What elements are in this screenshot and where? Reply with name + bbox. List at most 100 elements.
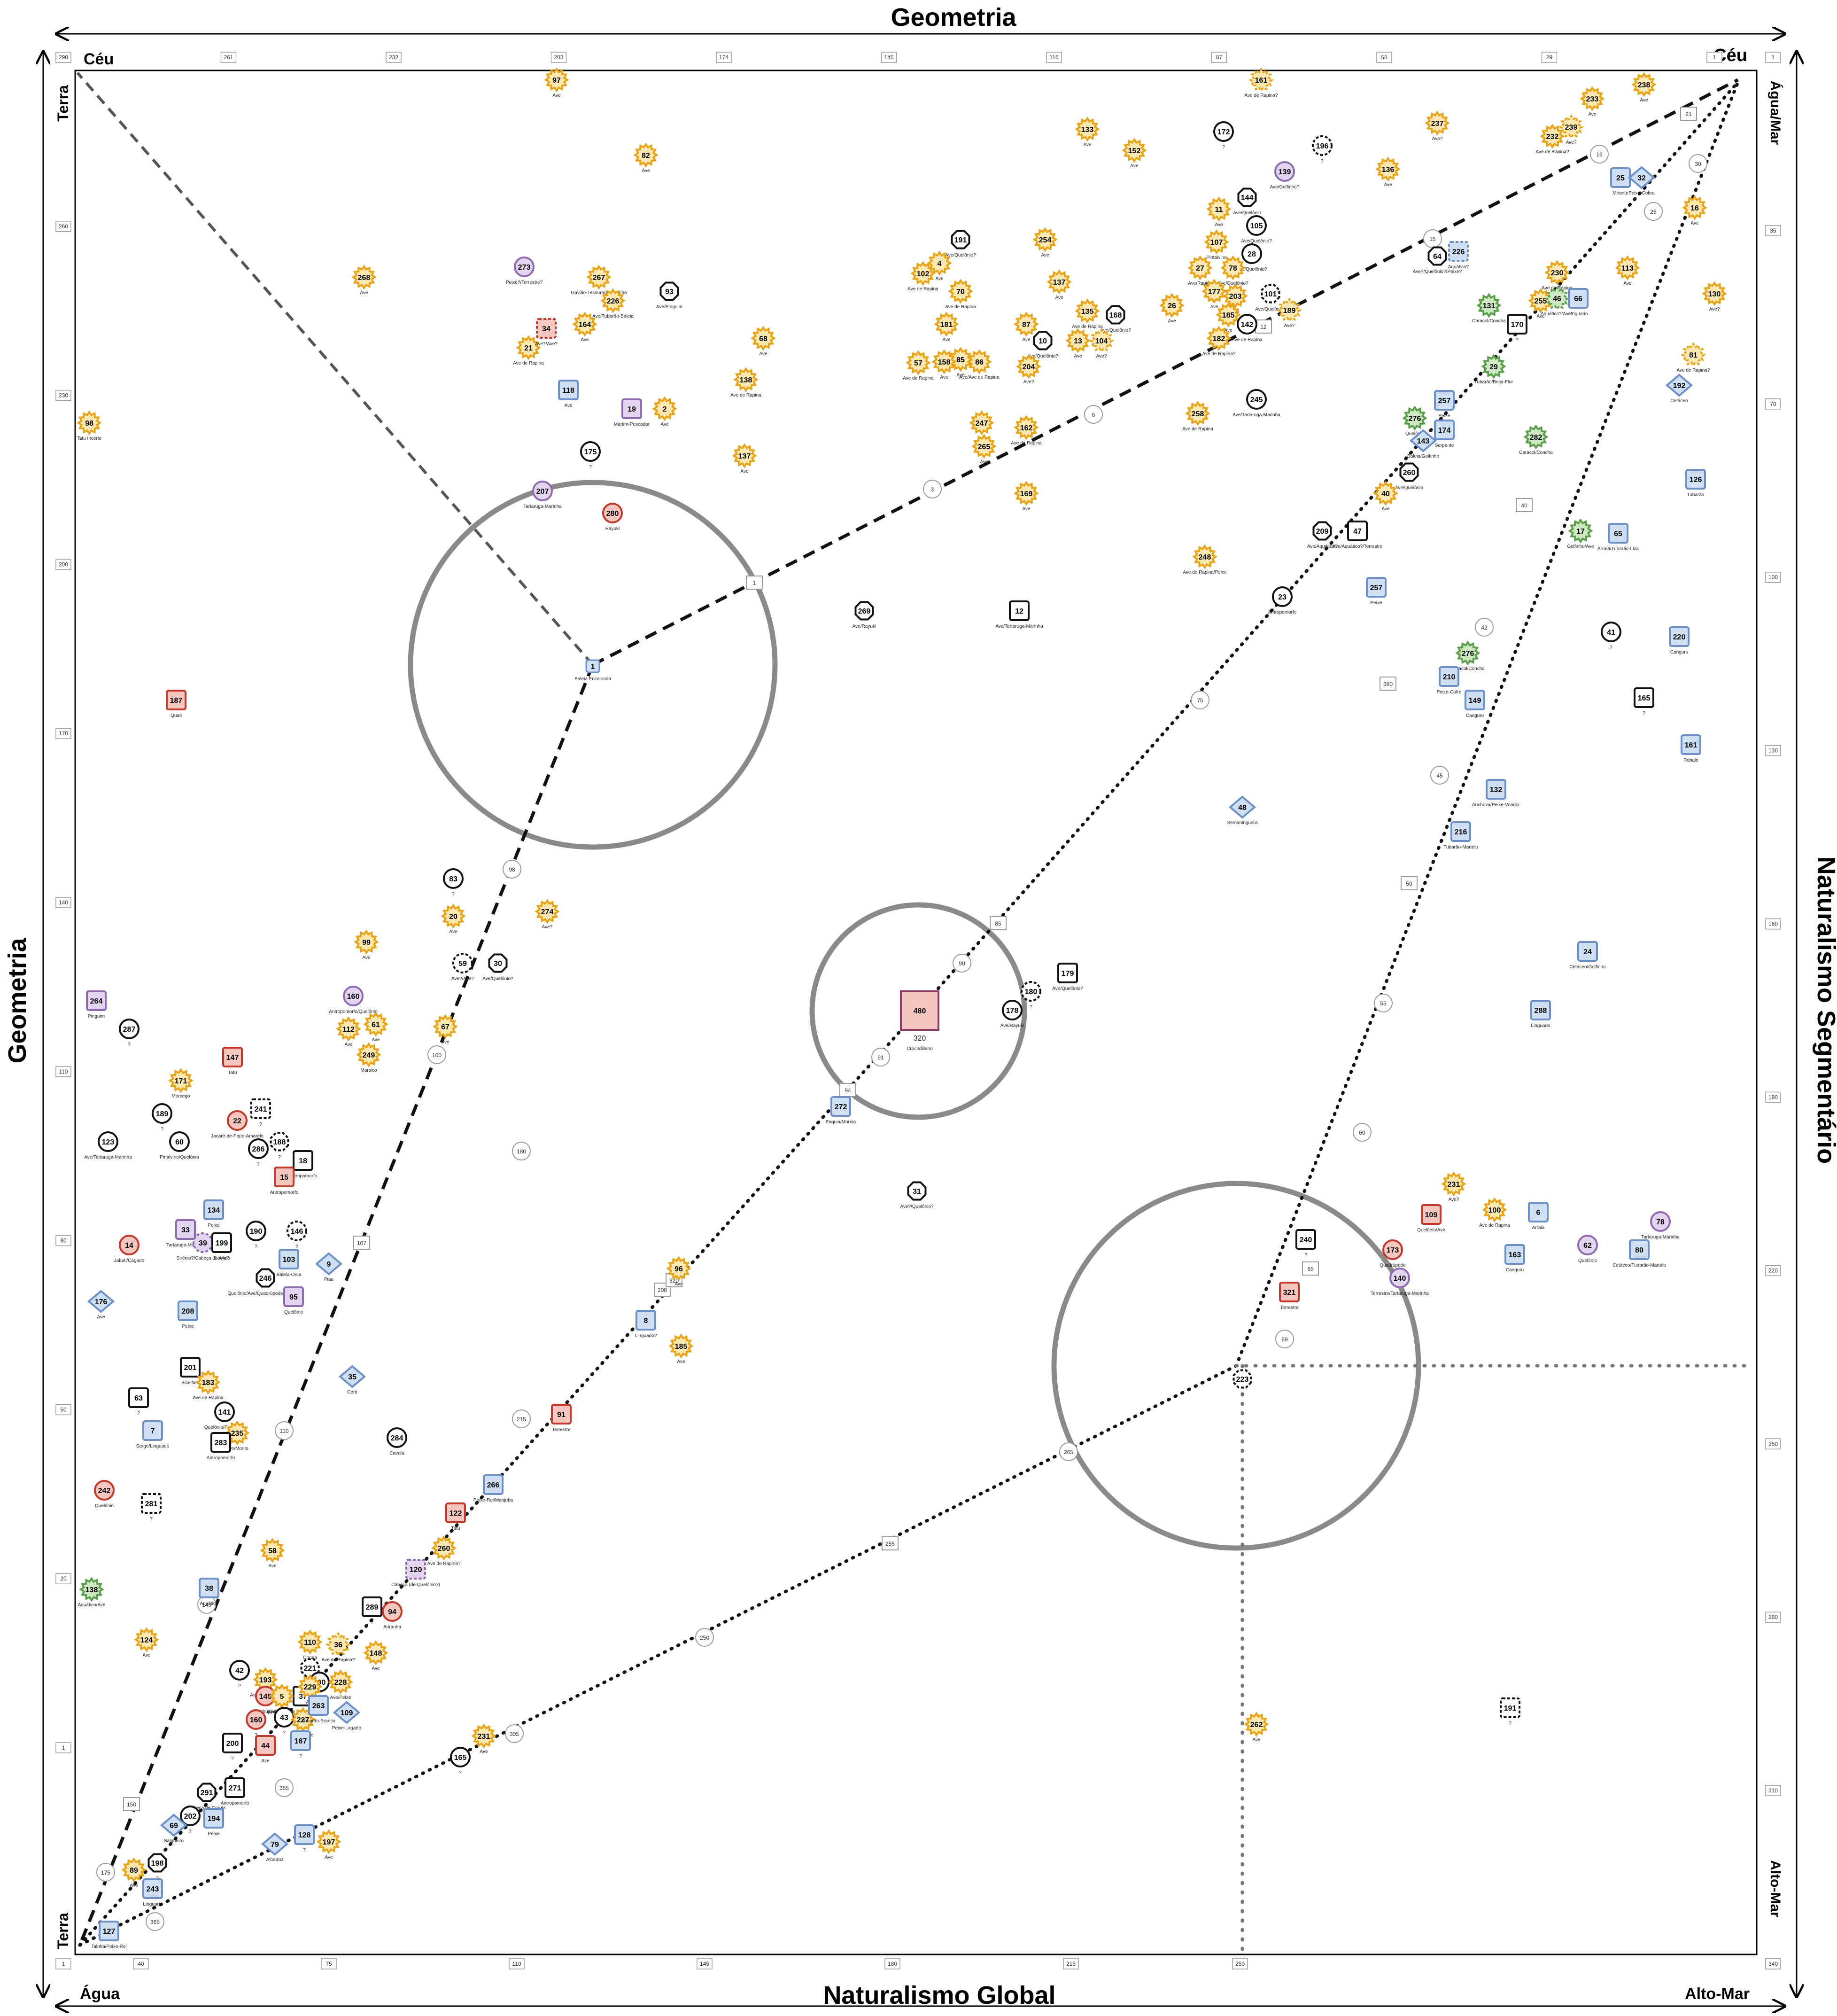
artifact-node[interactable]: 321 Terrestre	[1279, 1282, 1300, 1310]
artifact-node[interactable]: 68 Ave	[751, 326, 776, 357]
artifact-node[interactable]: 43?	[274, 1707, 295, 1736]
artifact-node[interactable]: 178 Ave/Rayuki	[1000, 1000, 1024, 1028]
artifact-node[interactable]: 255 Ave	[1528, 288, 1553, 319]
artifact-node[interactable]: 191 Ave/Quelônio?	[945, 230, 976, 258]
artifact-node[interactable]: 262 Ave	[1244, 1712, 1269, 1743]
artifact-node[interactable]: 182 Ave de Rapina?	[1202, 326, 1236, 357]
artifact-node[interactable]: 175?	[580, 441, 601, 470]
artifact-node[interactable]: 13 Ave	[1065, 328, 1091, 359]
artifact-node[interactable]: 254 Ave	[1032, 227, 1058, 258]
artifact-node[interactable]: 185 Ave	[1216, 302, 1241, 333]
artifact-node[interactable]: 96 Ave	[666, 1256, 691, 1287]
artifact-node[interactable]: 33 Tartaruga-Marinha	[166, 1219, 205, 1248]
node-1[interactable]: 1 Baleia Encalhada	[574, 659, 611, 682]
artifact-node[interactable]: 67 Ave	[433, 1014, 458, 1045]
artifact-node[interactable]: 66 Linguado	[1568, 288, 1589, 317]
artifact-node[interactable]: 93 Ave/Pinguim	[656, 281, 682, 310]
artifact-node[interactable]: 283 Antropomorfo	[207, 1432, 235, 1461]
artifact-node[interactable]: 268 Ave	[351, 265, 377, 296]
artifact-node[interactable]: 232 Ave de Rapina?	[1536, 124, 1569, 155]
artifact-node[interactable]: 267 Gavião-Tesoura/Andorinha	[571, 265, 627, 296]
artifact-node[interactable]: 70 Ave de Rapina	[945, 279, 976, 310]
artifact-node[interactable]: 138 Aquático/Ave	[78, 1577, 106, 1608]
artifact-node[interactable]: 79 Albatroz	[261, 1832, 289, 1862]
artifact-node[interactable]: 158 Ave	[931, 349, 957, 380]
artifact-node[interactable]: 81 Ave de Rapina?	[1677, 342, 1710, 373]
artifact-node[interactable]: 137 Ave	[732, 443, 757, 474]
artifact-node[interactable]: 48 Semaninguara	[1227, 795, 1258, 825]
artifact-node[interactable]: 233 Ave	[1580, 86, 1605, 117]
artifact-node[interactable]: 258 Ave de Rapina	[1182, 401, 1213, 432]
artifact-node[interactable]: 22 Jacaré-de-Papo-Amarelo	[211, 1110, 264, 1139]
artifact-node[interactable]: 40 Ave	[1373, 481, 1398, 512]
artifact-node[interactable]: 248 Ave de Rapina/Peixe	[1183, 544, 1227, 575]
artifact-node[interactable]: 127 Tainha/Peixe-Rei	[91, 1921, 127, 1949]
artifact-node[interactable]: 260 Ave de Rapina?	[427, 1535, 461, 1566]
artifact-node[interactable]: 198?	[147, 1853, 167, 1882]
artifact-node[interactable]: 263 Tubarão-Branco	[302, 1695, 335, 1724]
artifact-node[interactable]: 177 Ave	[1201, 279, 1227, 310]
artifact-node[interactable]: 102 Ave de Rapina	[907, 261, 938, 292]
artifact-node[interactable]: 24 Cetáceo/Golfinho	[1569, 941, 1606, 970]
artifact-node[interactable]: 288 Linguado	[1530, 1000, 1551, 1028]
artifact-node[interactable]: 208 Peixe	[178, 1300, 198, 1329]
artifact-node[interactable]: 197 Ave	[316, 1829, 341, 1860]
artifact-node[interactable]: 280 Rayuki	[602, 503, 623, 531]
artifact-node[interactable]: 14 Jabuti/Cágado	[114, 1235, 145, 1263]
artifact-node[interactable]: 140 Terrestre/Tartaruga-Marinha	[1371, 1268, 1429, 1296]
artifact-node[interactable]: 89 Ave	[121, 1857, 147, 1888]
artifact-node[interactable]: 104 Ave?	[1089, 328, 1114, 359]
artifact-node[interactable]: 103 Baleia-Orca	[277, 1249, 302, 1277]
artifact-node[interactable]: 132 Anchova/Peixe-Voador	[1472, 779, 1520, 808]
artifact-node[interactable]: 274 Ave?	[535, 899, 560, 930]
artifact-node[interactable]: 180?	[1021, 981, 1041, 1010]
artifact-node[interactable]: 282 Caracol/Concha	[1519, 424, 1553, 455]
artifact-node[interactable]: 176 Ave	[87, 1290, 115, 1320]
artifact-node[interactable]: 2 Ave	[652, 396, 677, 427]
artifact-node[interactable]: 20 Ave	[441, 903, 466, 934]
artifact-node[interactable]: 152 Ave	[1122, 138, 1147, 169]
artifact-node[interactable]: 145 Quadrúpede	[252, 1686, 279, 1714]
artifact-node[interactable]: 162 Ave de Rapina	[1011, 415, 1042, 446]
artifact-node[interactable]: 286?	[248, 1138, 269, 1167]
artifact-node[interactable]: 276 Caracol/Concha	[1451, 640, 1485, 671]
artifact-node[interactable]: 169 Ave	[1014, 481, 1039, 512]
artifact-node[interactable]: 25 Mirante	[1610, 167, 1631, 196]
artifact-node[interactable]: 266 Peixe-Rei/Manjuba	[473, 1474, 513, 1503]
artifact-node[interactable]: 183 Ave de Rapina	[193, 1370, 224, 1401]
artifact-node[interactable]: 128?	[294, 1824, 315, 1853]
artifact-node[interactable]: 172?	[1213, 121, 1234, 150]
artifact-node[interactable]: 11 Ave	[1206, 196, 1232, 227]
artifact-node[interactable]: 265 Ave	[971, 434, 997, 465]
artifact-node[interactable]: 228 Ave/Peixe	[328, 1669, 353, 1700]
artifact-node[interactable]: 8 Linguado?	[635, 1310, 657, 1339]
artifact-node[interactable]: 170?	[1507, 314, 1527, 342]
artifact-node[interactable]: 199 Bicefalo	[211, 1232, 232, 1261]
artifact-node[interactable]: 194 Peixe	[203, 1808, 224, 1837]
artifact-node[interactable]: 204 Ave?	[1016, 354, 1041, 385]
artifact-node[interactable]: 289?	[362, 1596, 382, 1625]
artifact-node[interactable]: 42?	[229, 1660, 250, 1689]
artifact-node[interactable]: 112 Ave	[336, 1016, 361, 1047]
artifact-node[interactable]: 192 Cetáceo	[1665, 374, 1693, 404]
artifact-node[interactable]: 78 Ave/Quelônio?	[1217, 255, 1248, 286]
artifact-node[interactable]: 29 Tubarão/Beija-Flor	[1474, 354, 1513, 385]
artifact-node[interactable]: 161 Ave de Rapina?	[1245, 67, 1278, 98]
artifact-node[interactable]: 27 Ave/Rapina	[1187, 255, 1213, 286]
artifact-node[interactable]: 109 Quelônio/Ave	[1417, 1204, 1445, 1233]
artifact-node[interactable]: 17 Golfinho/Ave	[1567, 518, 1594, 549]
artifact-node[interactable]: 109 Peixe-Lagarto	[332, 1701, 362, 1731]
artifact-node[interactable]: 168 Ave/Quelônio?	[1100, 305, 1131, 334]
artifact-node[interactable]: 98 Tatu Incerto	[77, 410, 102, 441]
artifact-node[interactable]: 133 Ave	[1075, 117, 1100, 148]
artifact-node[interactable]: 59 Ave?/Ave?	[451, 953, 474, 981]
artifact-node[interactable]: 110 Coruja	[297, 1629, 323, 1660]
artifact-node[interactable]: 21 Ave de Rapina	[513, 335, 544, 366]
artifact-node[interactable]: 58 Ave	[260, 1538, 285, 1569]
artifact-node[interactable]: 101 Ave/Quelônio?	[1255, 284, 1286, 312]
artifact-node[interactable]: 9 Piau	[315, 1252, 343, 1282]
artifact-node[interactable]: 78 Tartaruga-Marinha	[1641, 1211, 1680, 1240]
artifact-node[interactable]: 226 Aquático?	[1448, 241, 1469, 270]
artifact-node[interactable]: 249 Marsico	[356, 1042, 381, 1073]
artifact-node[interactable]: 226 Ave/Tubarão-Baleia	[592, 288, 634, 319]
